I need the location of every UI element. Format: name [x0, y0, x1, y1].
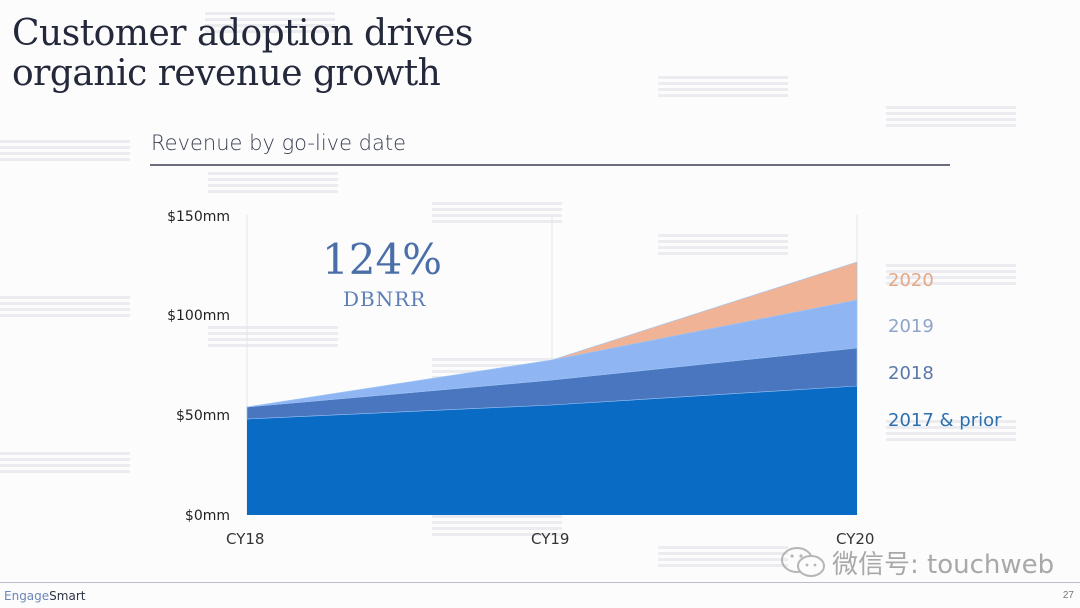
dbnrr-label: DBNRR: [343, 287, 427, 311]
dbnrr-value: 124%: [322, 235, 443, 284]
watermark-block: [886, 264, 1016, 286]
y-tick-label: $0mm: [184, 508, 230, 524]
watermark-block: [208, 326, 338, 348]
watermark-block: [432, 202, 562, 224]
y-tick-label: $100mm: [167, 308, 230, 324]
watermark-block: [0, 296, 130, 318]
title-line-2: organic revenue growth: [12, 53, 441, 94]
wechat-id-text: 微信号: touchweb: [832, 550, 1055, 580]
watermark-block: [658, 76, 788, 98]
watermark-block: [0, 452, 130, 474]
y-tick-label: $50mm: [176, 408, 230, 424]
watermark-block: [0, 140, 130, 162]
legend-2020: 2020: [888, 270, 934, 291]
brand-part-2: Smart: [49, 589, 86, 603]
title-line-1: Customer adoption drives: [12, 13, 473, 54]
y-tick-label: $150mm: [167, 209, 230, 225]
watermark-block: [432, 515, 562, 537]
page-number: 27: [1062, 590, 1074, 601]
title-divider: [150, 164, 950, 166]
watermark-block: [886, 106, 1016, 128]
watermark-block: [658, 234, 788, 256]
watermark-block: [208, 172, 338, 194]
watermark-block: [205, 12, 335, 34]
x-tick-label: CY18: [226, 530, 265, 548]
legend-2017-prior: 2017 & prior: [888, 410, 1002, 431]
brand-logo: EngageSmart: [4, 589, 85, 603]
watermark-block: [886, 420, 1016, 442]
wechat-watermark: 微信号: touchweb: [780, 544, 1054, 581]
footer-divider: [0, 582, 1080, 583]
watermark-block: [658, 546, 788, 568]
area-series-2017-prior: [247, 386, 857, 515]
wechat-icon: [781, 546, 825, 577]
brand-part-1: Engage: [4, 589, 50, 603]
x-tick-label: CY20: [836, 530, 875, 548]
x-tick-label: CY19: [531, 530, 570, 548]
legend-2019: 2019: [888, 316, 934, 337]
legend-2018: 2018: [888, 363, 934, 384]
slide-title: Customer adoption drives organic revenue…: [12, 14, 473, 94]
chart-title: Revenue by go-live date: [151, 131, 407, 155]
area-series-2020: [246, 261, 858, 408]
